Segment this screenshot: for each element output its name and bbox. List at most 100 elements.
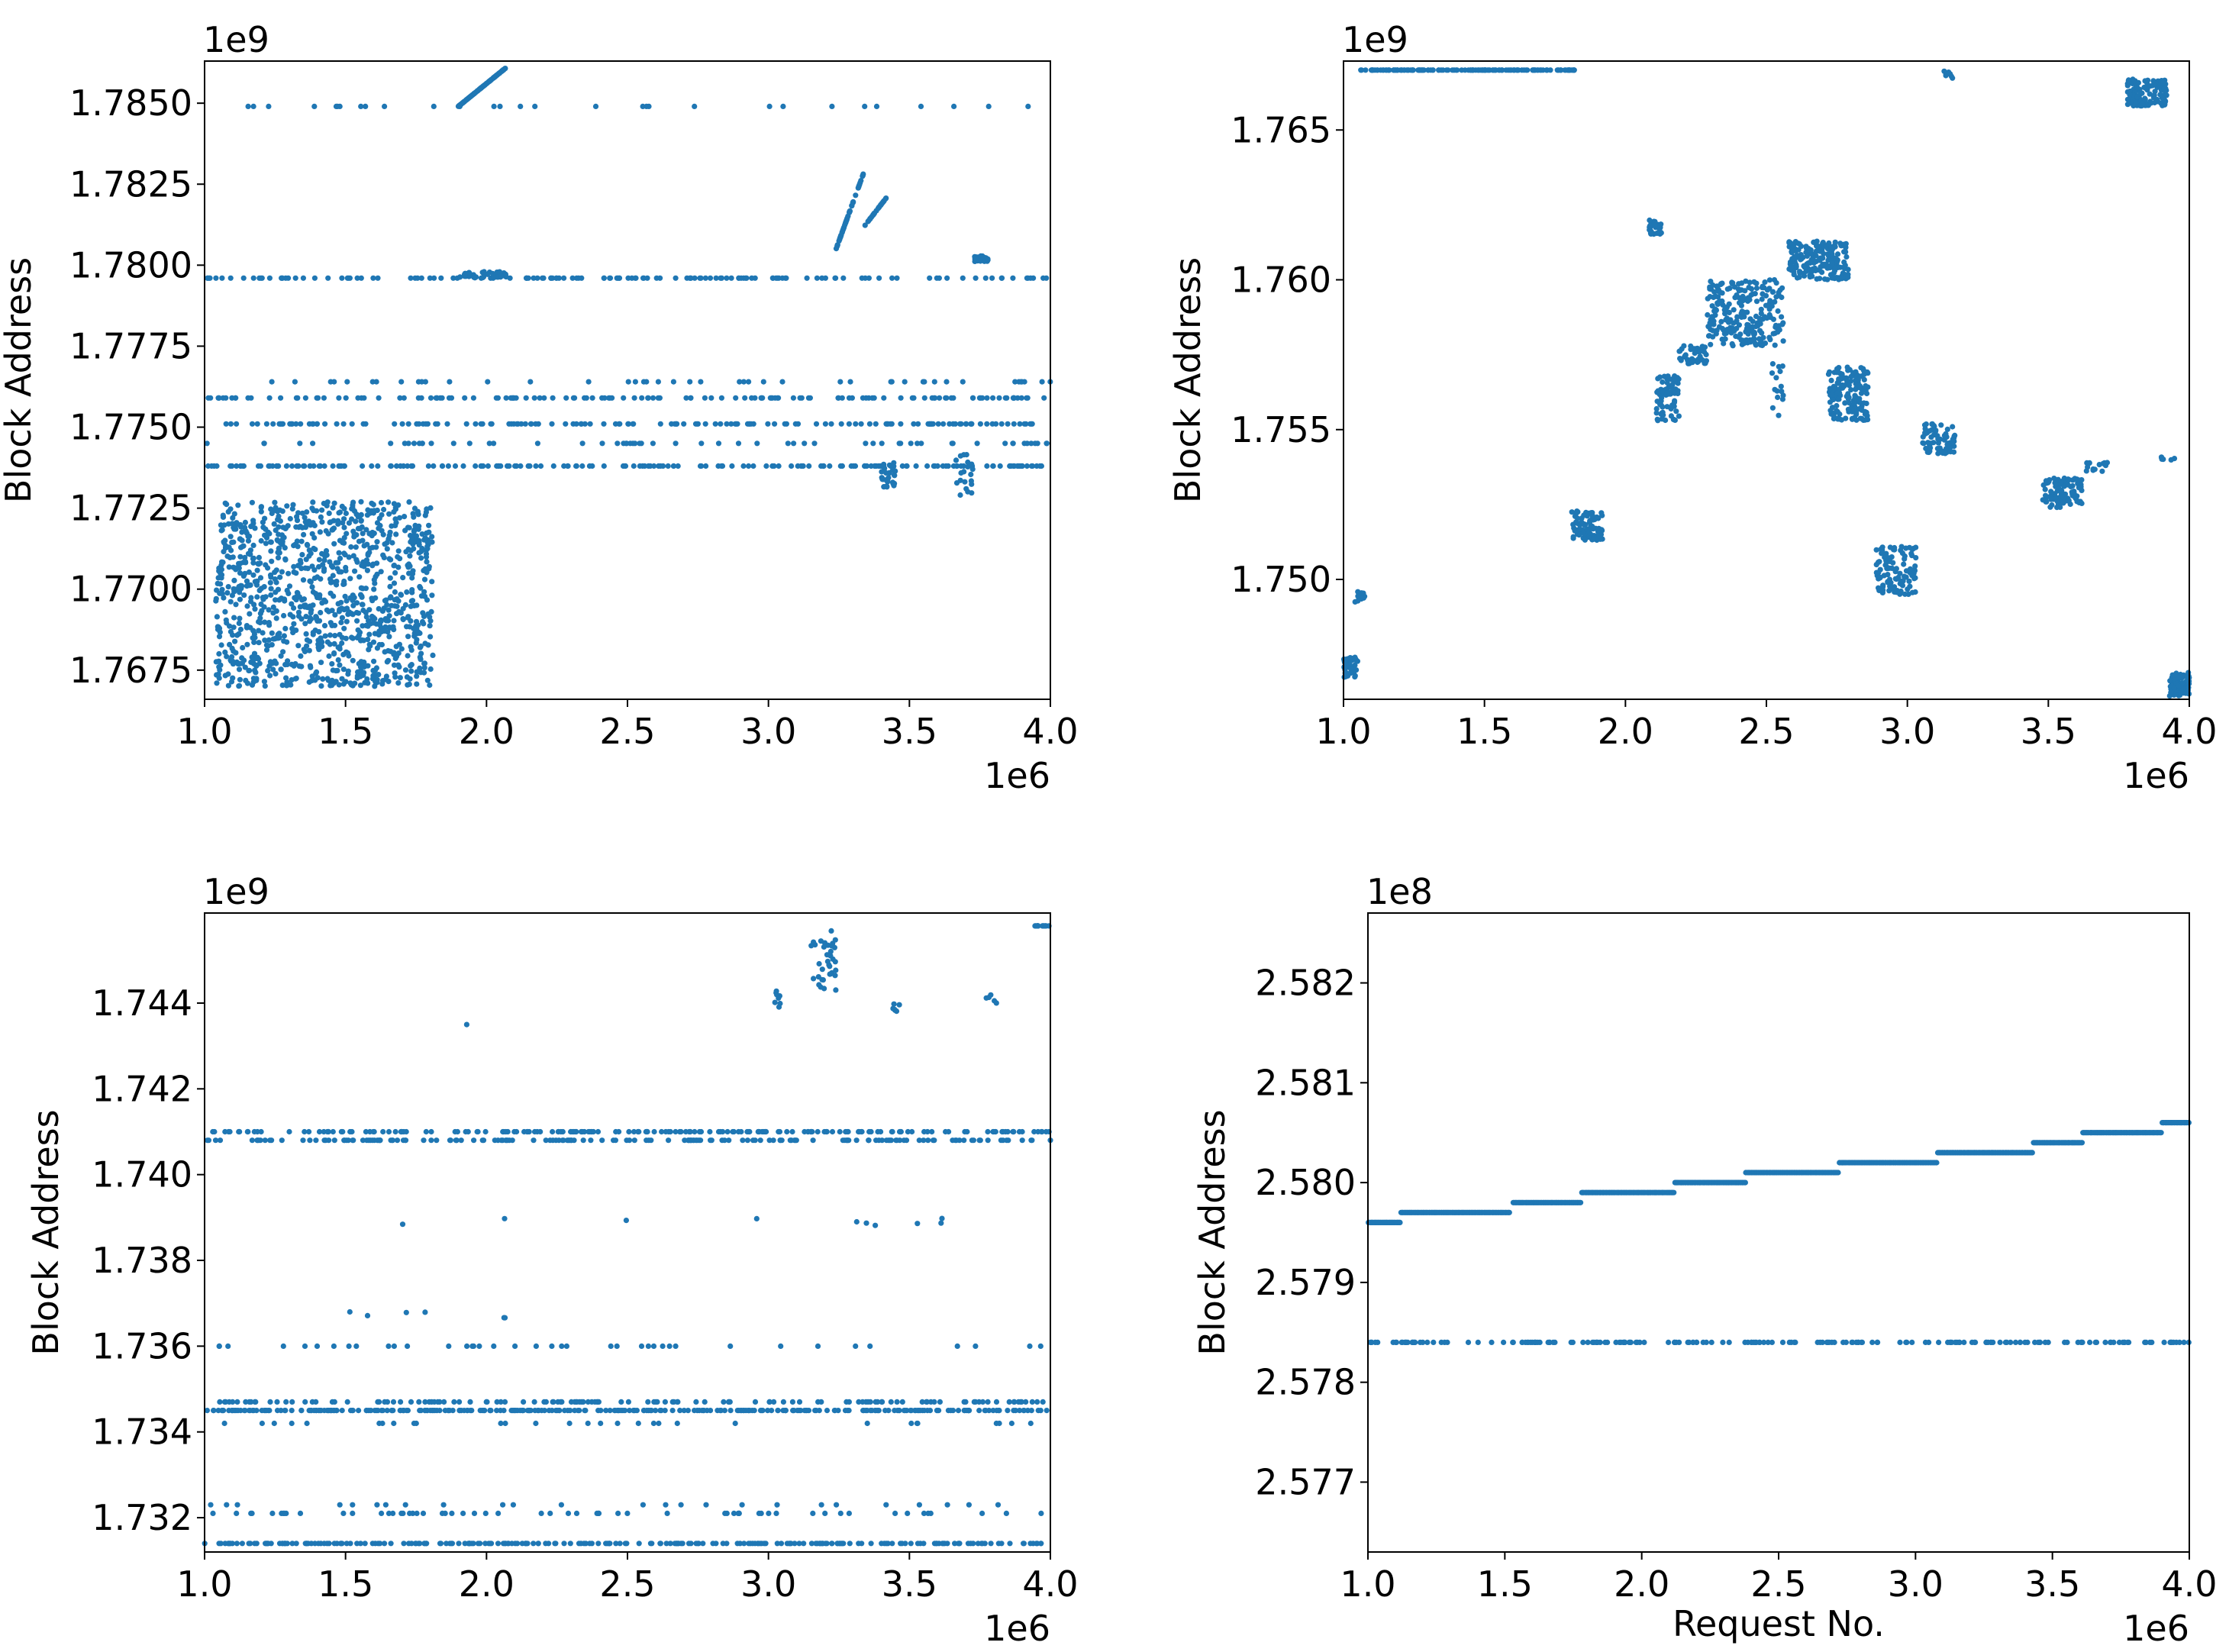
data-point [314, 421, 320, 427]
data-point [292, 379, 298, 385]
data-point [259, 1420, 265, 1427]
data-point [379, 1420, 385, 1427]
data-point [1746, 285, 1752, 291]
data-point [1886, 578, 1892, 584]
data-point [1780, 338, 1786, 344]
data-point [687, 1137, 694, 1144]
data-point [365, 552, 371, 558]
data-point [847, 379, 853, 385]
data-point [1021, 421, 1027, 427]
data-point [1035, 1408, 1041, 1414]
data-point [636, 1128, 642, 1135]
data-point [537, 395, 543, 401]
data-point [733, 395, 739, 401]
data-point [463, 421, 469, 427]
data-point [1401, 67, 1408, 73]
data-point [2086, 460, 2092, 466]
data-point [965, 489, 971, 495]
data-point [392, 1128, 398, 1135]
data-point [491, 1343, 497, 1349]
data-point [998, 421, 1005, 427]
data-point [300, 1137, 306, 1144]
data-point [390, 624, 396, 630]
data-point [261, 584, 267, 590]
data-point [447, 1137, 453, 1144]
data-point [393, 644, 399, 650]
data-point [973, 275, 979, 281]
data-point [219, 527, 225, 533]
data-point [793, 1137, 799, 1144]
data-point [1756, 336, 1763, 342]
data-point [250, 555, 256, 561]
data-point [341, 505, 347, 511]
data-point [279, 508, 285, 515]
data-point [616, 1408, 622, 1414]
data-point [866, 1137, 872, 1144]
data-point [327, 641, 333, 647]
data-point [233, 395, 239, 401]
data-point [289, 1541, 295, 1547]
data-point [2155, 98, 2161, 105]
data-point [742, 395, 748, 401]
data-point [2171, 456, 2178, 462]
y-tick-label: 1.760 [1231, 260, 1331, 301]
data-point [1842, 400, 1848, 406]
data-point [401, 395, 407, 401]
data-point [984, 395, 990, 401]
data-point [340, 606, 347, 612]
data-point [672, 1541, 678, 1547]
data-point [427, 275, 433, 281]
data-point [260, 630, 266, 636]
data-point [916, 1137, 922, 1144]
data-point [818, 1502, 824, 1508]
data-point [673, 421, 679, 427]
data-point [727, 1408, 734, 1414]
data-point [385, 607, 392, 613]
data-point [408, 537, 415, 543]
data-point [336, 550, 342, 556]
data-point [242, 664, 248, 670]
data-point [984, 463, 990, 469]
data-point [373, 1541, 379, 1547]
data-point [1010, 440, 1016, 447]
data-point [462, 1541, 468, 1547]
data-point [1899, 550, 1905, 557]
data-point [266, 275, 273, 281]
data-point [384, 602, 390, 608]
data-point [1027, 1343, 1033, 1349]
data-point [379, 1408, 385, 1414]
data-point [392, 421, 398, 427]
data-point [925, 1137, 931, 1144]
data-point [950, 463, 956, 469]
data-point [339, 1541, 345, 1547]
data-point [730, 1128, 736, 1135]
data-point [263, 594, 269, 600]
data-point [1711, 294, 1717, 301]
data-point [1521, 67, 1527, 73]
data-point [427, 539, 433, 545]
data-point [335, 560, 341, 566]
data-point [305, 542, 311, 548]
data-point [258, 537, 264, 544]
data-point [750, 1541, 756, 1547]
data-point [1813, 253, 1819, 259]
data-point [969, 1137, 975, 1144]
data-point [873, 103, 880, 109]
data-point [317, 529, 323, 535]
data-point [309, 531, 315, 537]
scatter-panel-top-right: 1.0 1.5 2.0 2.5 3.0 3.5 4.0 1.7501.7551.7601.7… [1167, 19, 2218, 796]
data-point [750, 463, 756, 469]
data-point [353, 600, 360, 606]
data-point [492, 1137, 498, 1144]
data-point [418, 548, 424, 555]
data-point [514, 1128, 520, 1135]
data-point [479, 1137, 485, 1144]
data-point [990, 1128, 996, 1135]
data-point [993, 1399, 1000, 1405]
data-point [269, 642, 275, 648]
data-point [1779, 363, 1785, 369]
data-point [360, 607, 366, 614]
data-point [552, 1541, 558, 1547]
data-point [497, 103, 503, 109]
data-point [350, 635, 356, 641]
